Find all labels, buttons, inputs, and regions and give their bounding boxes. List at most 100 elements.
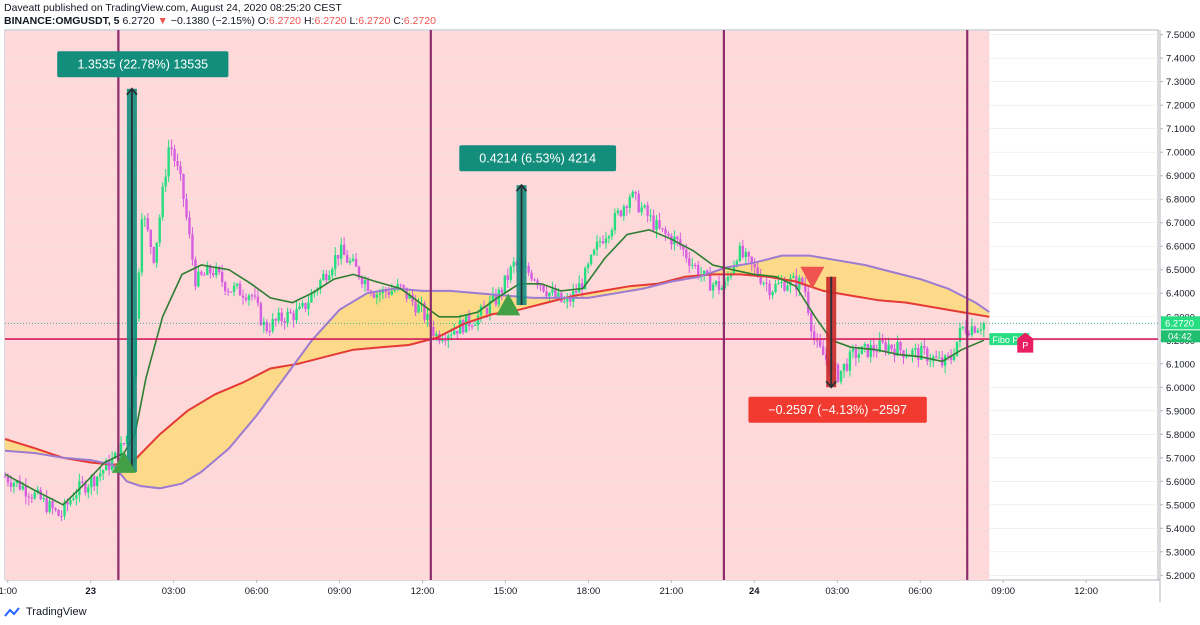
candle-body (101, 470, 105, 474)
candle (589, 254, 593, 266)
candle-body (170, 147, 173, 150)
candle-body (631, 191, 634, 198)
candle (54, 507, 57, 512)
candle-body (512, 261, 515, 267)
candle-body (339, 244, 343, 259)
candle (232, 281, 236, 297)
candle-body (857, 354, 861, 358)
candle (307, 294, 310, 316)
candle (738, 242, 742, 263)
current-price-badge-label: 6.2720 (1165, 318, 1194, 329)
candle-body (331, 269, 334, 276)
candle-body (137, 272, 141, 319)
x-tick-label: 03:00 (162, 586, 186, 597)
candle (688, 251, 691, 274)
candle (539, 284, 542, 292)
candle-body (872, 345, 875, 352)
candle-body (634, 191, 637, 194)
candle (158, 214, 161, 247)
candle-body (235, 283, 239, 286)
candle-body (426, 313, 429, 320)
candle-body (292, 313, 295, 321)
candle-body (176, 160, 179, 167)
candle (780, 275, 783, 288)
candle (964, 319, 968, 336)
ma-red-line (4, 273, 990, 466)
candle-body (393, 289, 396, 291)
y-tick-label: 6.1000 (1166, 359, 1195, 370)
candle-body (878, 340, 881, 352)
candle-body (702, 270, 706, 275)
candle-body (283, 321, 286, 323)
candle-body (173, 149, 176, 161)
candle-body (863, 344, 867, 347)
y-tick-label: 6.8000 (1166, 195, 1195, 206)
candle (592, 248, 596, 256)
candle (875, 344, 878, 358)
candle-body (256, 296, 260, 304)
candle (339, 237, 343, 265)
x-tick-label: 23 (85, 586, 96, 597)
trade-label-box (748, 396, 927, 423)
candle-body (836, 364, 840, 382)
candle-body (461, 320, 465, 333)
candle-body (268, 331, 271, 333)
candle (375, 291, 379, 305)
candle-body (851, 348, 855, 352)
candle-body (566, 298, 569, 302)
candle-body (643, 205, 646, 208)
candle-body (351, 258, 355, 261)
brand-label: TradingView (26, 606, 87, 618)
candle (878, 332, 881, 353)
candle-body (90, 476, 93, 488)
candle-body (99, 473, 102, 477)
candle-body (27, 496, 31, 498)
candle (295, 301, 298, 324)
candle (426, 308, 429, 328)
candle-body (360, 277, 364, 285)
candle (741, 239, 745, 260)
candle-body (18, 480, 22, 490)
candle (298, 302, 301, 310)
x-tick-label: 03:00 (825, 586, 849, 597)
candle-body (976, 330, 980, 333)
candle (634, 191, 637, 201)
candle-body (200, 271, 203, 275)
candle-body (604, 238, 608, 244)
candle (667, 231, 670, 237)
ohlc-line: BINANCE:OMGUSDT, 5 6.2720 ▼ −0.1380 (−2.… (4, 15, 436, 28)
candle-body (583, 268, 587, 290)
candle-body (818, 340, 822, 347)
candle (223, 280, 227, 296)
candle-body (435, 334, 438, 337)
candle (946, 352, 950, 361)
candle (250, 293, 254, 301)
candle-body (48, 501, 51, 512)
candle-body (929, 360, 932, 362)
candle-body (72, 498, 75, 501)
price-change: −0.1380 (−2.15%) (170, 15, 255, 27)
candle-body (143, 218, 147, 220)
candle-body (203, 274, 206, 276)
y-tick-label: 6.0000 (1166, 383, 1195, 394)
candle-body (271, 318, 274, 332)
candle-body (920, 345, 923, 360)
candle (744, 248, 747, 266)
candle-body (932, 356, 935, 361)
candle (152, 246, 155, 265)
candle (24, 478, 28, 505)
candle-body (289, 311, 292, 314)
candle (51, 497, 54, 515)
candle-body (810, 312, 813, 332)
open-value: 6.2720 (268, 15, 302, 27)
candle-body (66, 501, 69, 505)
candle-body (390, 290, 393, 295)
candle-body (717, 280, 721, 290)
x-tick-label: 24 (749, 586, 760, 597)
candle (923, 338, 926, 355)
candle-body (93, 476, 96, 487)
trade-label-text: 0.4214 (6.53%) 4214 (479, 151, 596, 165)
candle (714, 280, 718, 288)
candle-body (140, 219, 144, 273)
